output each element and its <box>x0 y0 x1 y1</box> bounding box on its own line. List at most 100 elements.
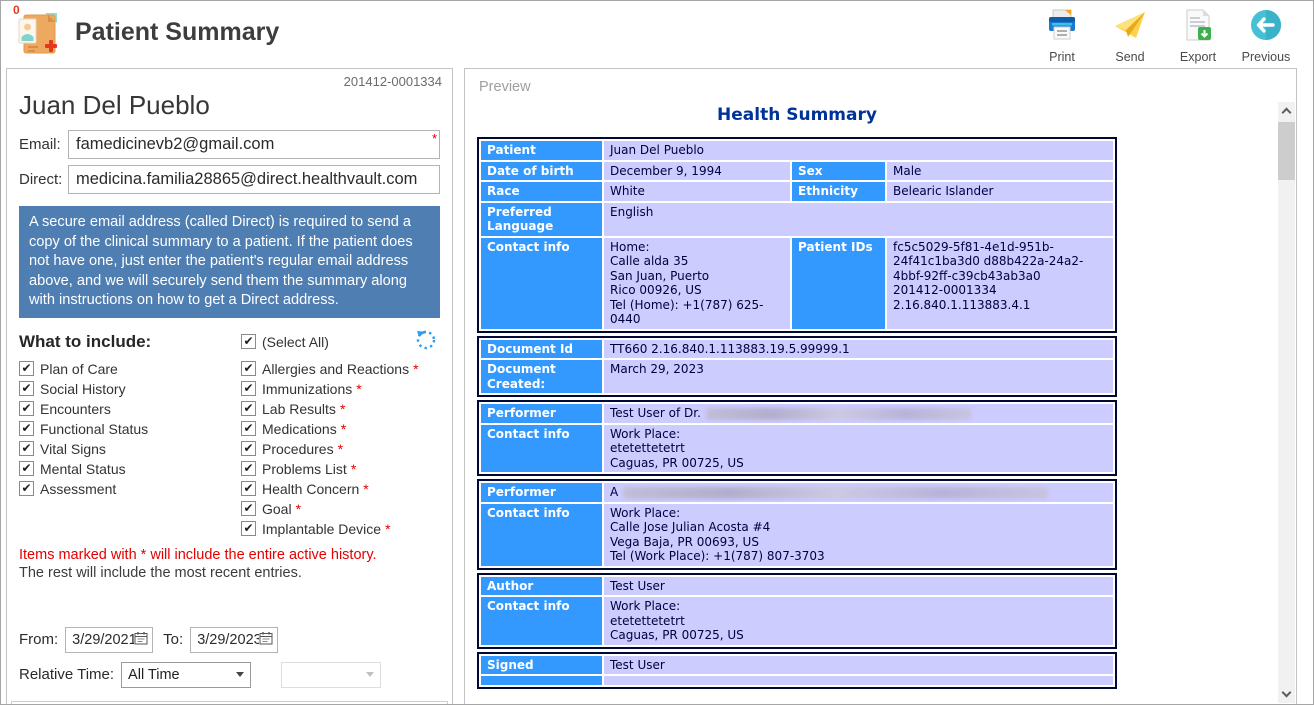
include-item-checkbox[interactable]: ✔ <box>19 481 34 496</box>
include-item-checkbox[interactable]: ✔ <box>241 381 256 396</box>
scrollbar-thumb[interactable] <box>1278 122 1295 180</box>
table-header-cell: Contact info <box>481 237 602 329</box>
starred-note: Items marked with * will include the ent… <box>19 546 377 563</box>
table-header-cell: Contact info <box>481 503 602 566</box>
include-item: ✔ Health Concern * <box>241 479 419 499</box>
to-label: To: <box>163 631 184 648</box>
print-button[interactable]: Print <box>1033 1 1091 64</box>
export-label: Export <box>1179 50 1217 64</box>
table-value-cell: Belearic Islander <box>887 182 1113 201</box>
include-item: ✔ Encounters <box>19 399 241 419</box>
required-star: * <box>339 400 346 417</box>
preview-content: Health Summary Patient Juan Del Pueblo Dat… <box>477 105 1121 692</box>
include-item-checkbox[interactable]: ✔ <box>241 501 256 516</box>
relative-time-label: Relative Time: <box>19 666 115 683</box>
scroll-down-arrow[interactable] <box>1278 686 1295 703</box>
patient-name: Juan Del Pueblo <box>19 90 210 120</box>
include-item: ✔ Vital Signs <box>19 439 241 459</box>
include-item-checkbox[interactable]: ✔ <box>241 401 256 416</box>
required-star: * <box>356 380 362 397</box>
include-item-label: Implantable Device <box>262 520 382 537</box>
include-item: ✔ Mental Status <box>19 459 241 479</box>
table-header-cell: Patient <box>481 141 602 160</box>
to-date-input[interactable] <box>197 631 260 648</box>
print-icon <box>1045 8 1079 47</box>
print-label: Print <box>1049 50 1075 64</box>
include-item: ✔ Social History <box>19 379 241 399</box>
include-item-checkbox[interactable]: ✔ <box>19 401 34 416</box>
include-item-checkbox[interactable]: ✔ <box>241 481 256 496</box>
table-value-cell: A <box>604 483 1113 502</box>
required-star: * <box>413 360 419 377</box>
table-value-cell: English <box>604 202 1113 236</box>
include-item-checkbox[interactable]: ✔ <box>241 521 256 536</box>
select-all-checkbox[interactable]: ✔ <box>241 334 256 349</box>
include-item: ✔ Assessment <box>19 479 241 499</box>
table-value-cell: White <box>604 182 790 201</box>
header: 0 Patient Summary <box>1 1 1313 64</box>
email-required-marker: * <box>431 131 437 146</box>
include-item-checkbox[interactable]: ✔ <box>19 441 34 456</box>
include-item-label: Mental Status <box>40 460 126 477</box>
preview-tables: Patient Juan Del Pueblo Date of birth Decem… <box>477 137 1121 689</box>
preview-table-performer-1: Performer Test User of Dr. Contact info Wor… <box>477 400 1117 476</box>
include-item-checkbox[interactable]: ✔ <box>19 461 34 476</box>
app-icon: 0 <box>13 3 61 55</box>
previous-label: Previous <box>1241 50 1291 64</box>
direct-field[interactable] <box>68 165 440 194</box>
include-item-checkbox[interactable]: ✔ <box>19 381 34 396</box>
include-item: ✔ Immunizations * <box>241 379 419 399</box>
preview-panel-label: Preview <box>479 79 531 95</box>
calendar-icon[interactable] <box>259 631 273 649</box>
include-item-label: Lab Results <box>262 400 336 417</box>
preview-panel: Preview Health Summary Patient Juan Del P… <box>464 68 1297 704</box>
relative-time-row: Relative Time: All Time <box>19 661 440 688</box>
from-date-input[interactable] <box>72 631 135 648</box>
relative-time-select[interactable]: All Time <box>121 661 252 688</box>
preview-scrollbar[interactable] <box>1278 102 1295 703</box>
chevron-down-icon <box>366 672 375 677</box>
include-item-checkbox[interactable]: ✔ <box>241 441 256 456</box>
from-label: From: <box>19 631 59 648</box>
table-value-cell <box>604 676 1113 685</box>
include-item-checkbox[interactable]: ✔ <box>19 421 34 436</box>
scroll-up-arrow[interactable] <box>1278 102 1295 119</box>
include-item: ✔ Procedures * <box>241 439 419 459</box>
table-header-cell: Patient IDs <box>792 237 885 329</box>
include-item-checkbox[interactable]: ✔ <box>241 461 256 476</box>
include-item-checkbox[interactable]: ✔ <box>241 361 256 376</box>
include-item-checkbox[interactable]: ✔ <box>241 421 256 436</box>
table-value-cell: Juan Del Pueblo <box>604 141 1113 160</box>
table-header-cell: Contact info <box>481 424 602 472</box>
patient-record-id: 201412-0001334 <box>343 74 442 89</box>
notification-badge: 0 <box>13 3 20 17</box>
calendar-icon[interactable] <box>134 631 148 649</box>
preview-table-document: Document Id TT660 2.16.840.1.113883.19.5.… <box>477 335 1117 397</box>
include-item: ✔ Lab Results * <box>241 399 419 419</box>
select-all-row: ✔ (Select All) <box>241 332 329 352</box>
direct-notice: A secure email address (called Direct) i… <box>19 206 440 318</box>
email-field[interactable] <box>68 130 440 159</box>
patient-declined-summary-button[interactable]: Patient Declined Summary <box>11 700 448 704</box>
table-value-cell: Work Place: etetettetetrt Caguas, PR 007… <box>604 424 1113 472</box>
include-item-label: Goal <box>262 500 292 517</box>
send-button[interactable]: Send <box>1101 1 1159 64</box>
redacted-text <box>623 486 1049 499</box>
table-header-cell: Document Id <box>481 339 602 358</box>
email-row: Email: * <box>19 130 440 159</box>
include-item: ✔ Goal * <box>241 499 419 519</box>
table-value-cell: Test User <box>604 576 1113 595</box>
preview-table-author: Author Test User Contact info Work Place: e… <box>477 572 1117 649</box>
previous-button[interactable]: Previous <box>1237 1 1295 64</box>
table-value-cell: TT660 2.16.840.1.113883.19.5.99999.1 <box>604 339 1113 358</box>
export-button[interactable]: Export <box>1169 1 1227 64</box>
include-item-label: Social History <box>40 380 126 397</box>
include-item-label: Immunizations <box>262 380 353 397</box>
table-header-cell: Sex <box>792 161 885 180</box>
refresh-icon[interactable] <box>414 327 438 356</box>
include-item-checkbox[interactable]: ✔ <box>19 361 34 376</box>
secondary-select-disabled <box>281 661 382 688</box>
include-item-label: Encounters <box>40 400 111 417</box>
send-icon <box>1113 8 1147 47</box>
